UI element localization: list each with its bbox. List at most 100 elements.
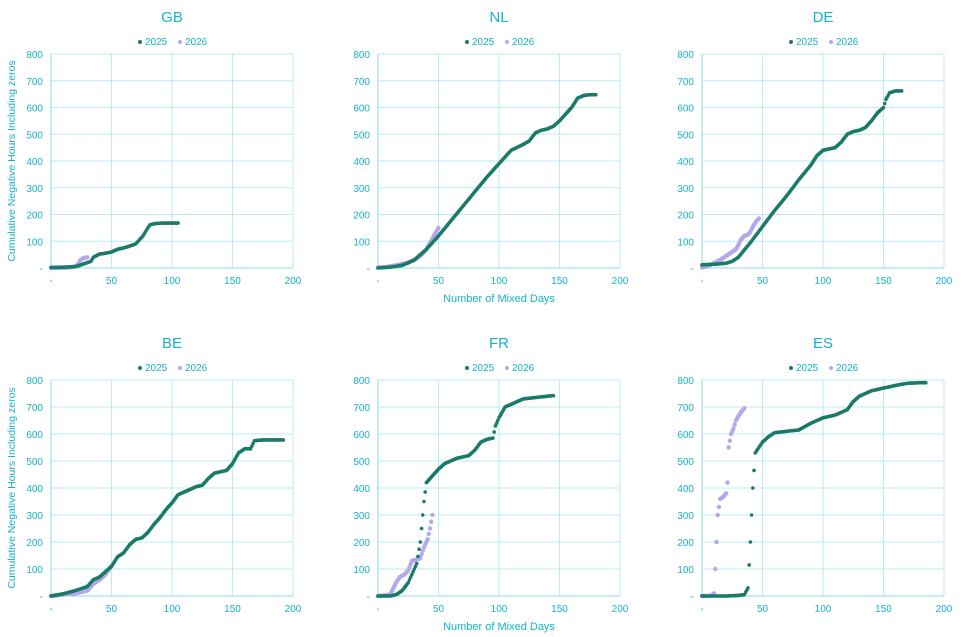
data-point xyxy=(899,89,904,93)
legend-label-2025: 2025 xyxy=(145,37,168,48)
data-point xyxy=(414,561,419,566)
y-tick-label: 600 xyxy=(26,430,43,441)
x-tick-label: 150 xyxy=(224,276,241,287)
chart-title: FR xyxy=(489,335,509,352)
data-point xyxy=(85,255,90,260)
data-point xyxy=(281,438,286,442)
data-point xyxy=(429,519,434,524)
x-tick-label: 200 xyxy=(936,276,953,287)
legend-label-2026: 2026 xyxy=(836,363,859,374)
y-tick-label: 100 xyxy=(26,565,43,576)
y-tick-label: - xyxy=(367,264,370,275)
x-tick-label: 150 xyxy=(875,604,892,615)
legend-label-2025: 2025 xyxy=(796,363,819,374)
x-tick-label: 100 xyxy=(815,604,832,615)
x-tick-label: 50 xyxy=(757,276,769,287)
legend-label-2025: 2025 xyxy=(145,363,168,374)
data-point xyxy=(410,572,414,577)
x-tick-label: 150 xyxy=(224,604,241,615)
data-point xyxy=(594,92,598,97)
data-point xyxy=(713,566,718,572)
data-point xyxy=(882,101,887,106)
data-point xyxy=(413,564,418,569)
data-point xyxy=(746,586,750,590)
data-point xyxy=(714,539,719,545)
y-tick-label: 600 xyxy=(677,104,694,115)
data-point xyxy=(727,438,733,443)
y-tick-label: 400 xyxy=(26,484,43,495)
data-point xyxy=(251,441,255,446)
y-tick-label: 500 xyxy=(353,130,370,141)
legend-label-2026: 2026 xyxy=(512,37,535,48)
y-tick-label: 200 xyxy=(677,538,694,549)
legend: 2025 2026 xyxy=(138,37,208,48)
data-point xyxy=(411,569,415,574)
x-tick-label: 200 xyxy=(612,604,629,615)
data-point xyxy=(176,221,180,225)
x-tick-label: 50 xyxy=(433,604,445,615)
data-point xyxy=(881,105,886,110)
chart-panel-es: ES 2025 2026 - 50 100 150 200 - 100 200 300 400 500 60… xyxy=(677,335,952,615)
y-tick-label: 600 xyxy=(26,104,43,115)
y-axis-title: Cumulative Negative Hours Including zero… xyxy=(6,60,18,261)
y-tick-label: 700 xyxy=(353,403,370,414)
data-point xyxy=(742,406,747,411)
y-tick-label: - xyxy=(691,264,694,275)
y-tick-label: 500 xyxy=(677,130,694,141)
legend-marker-2026 xyxy=(829,366,833,370)
y-tick-label: 300 xyxy=(26,184,43,195)
data-point xyxy=(731,426,736,431)
chart-title: NL xyxy=(489,9,508,26)
y-tick-label: 700 xyxy=(26,77,43,88)
x-tick-label: 200 xyxy=(285,604,302,615)
chart-title: ES xyxy=(813,335,833,352)
chart-title: GB xyxy=(161,9,183,26)
y-tick-label: 500 xyxy=(353,457,370,468)
x-tick-label: 200 xyxy=(612,276,629,287)
y-tick-label: 400 xyxy=(353,157,370,168)
y-tick-label: 300 xyxy=(353,511,370,522)
x-tick-label: 200 xyxy=(936,604,953,615)
legend-marker-2026 xyxy=(178,366,182,370)
data-point xyxy=(747,563,751,567)
x-tick-label: 100 xyxy=(164,604,181,615)
y-tick-label: 700 xyxy=(353,77,370,88)
data-point xyxy=(430,512,435,518)
legend-label-2025: 2025 xyxy=(796,37,819,48)
legend-label-2026: 2026 xyxy=(185,37,208,48)
data-point xyxy=(726,445,731,450)
data-point xyxy=(551,393,556,398)
x-tick-label: 100 xyxy=(164,276,181,287)
y-tick-label: 600 xyxy=(353,104,370,115)
x-tick-label: 50 xyxy=(106,276,118,287)
y-tick-label: 700 xyxy=(677,77,694,88)
y-tick-label: 400 xyxy=(677,157,694,168)
x-tick-label: 100 xyxy=(491,276,508,287)
y-tick-label: 300 xyxy=(353,184,370,195)
data-point xyxy=(420,513,425,517)
data-point xyxy=(406,580,411,585)
data-point xyxy=(751,486,755,490)
legend-label-2026: 2026 xyxy=(185,363,208,374)
legend-marker-2025 xyxy=(465,40,469,44)
data-point xyxy=(417,547,421,551)
data-point xyxy=(436,225,441,231)
data-point xyxy=(732,422,737,427)
data-point xyxy=(250,444,254,448)
y-tick-label: 800 xyxy=(677,50,694,61)
x-tick-label: 50 xyxy=(757,604,769,615)
y-tick-label: 200 xyxy=(26,538,43,549)
data-point xyxy=(748,540,753,544)
chart-panel-nl: NL 2025 2026 - 50 100 150 200 - 100 200 300 400 500 60… xyxy=(353,9,628,305)
legend-label-2025: 2025 xyxy=(472,363,495,374)
legend-marker-2025 xyxy=(138,366,142,370)
chart-panel-be: BE 2025 2026 - 50 100 150 200 - 100 200 300 400 500 60… xyxy=(6,335,302,615)
x-tick-label: - xyxy=(49,276,52,287)
y-tick-label: 600 xyxy=(677,430,694,441)
series-2025 xyxy=(376,92,598,270)
data-point xyxy=(715,512,720,518)
data-point xyxy=(412,567,417,571)
y-tick-label: 800 xyxy=(353,50,370,61)
y-tick-label: 300 xyxy=(26,511,43,522)
